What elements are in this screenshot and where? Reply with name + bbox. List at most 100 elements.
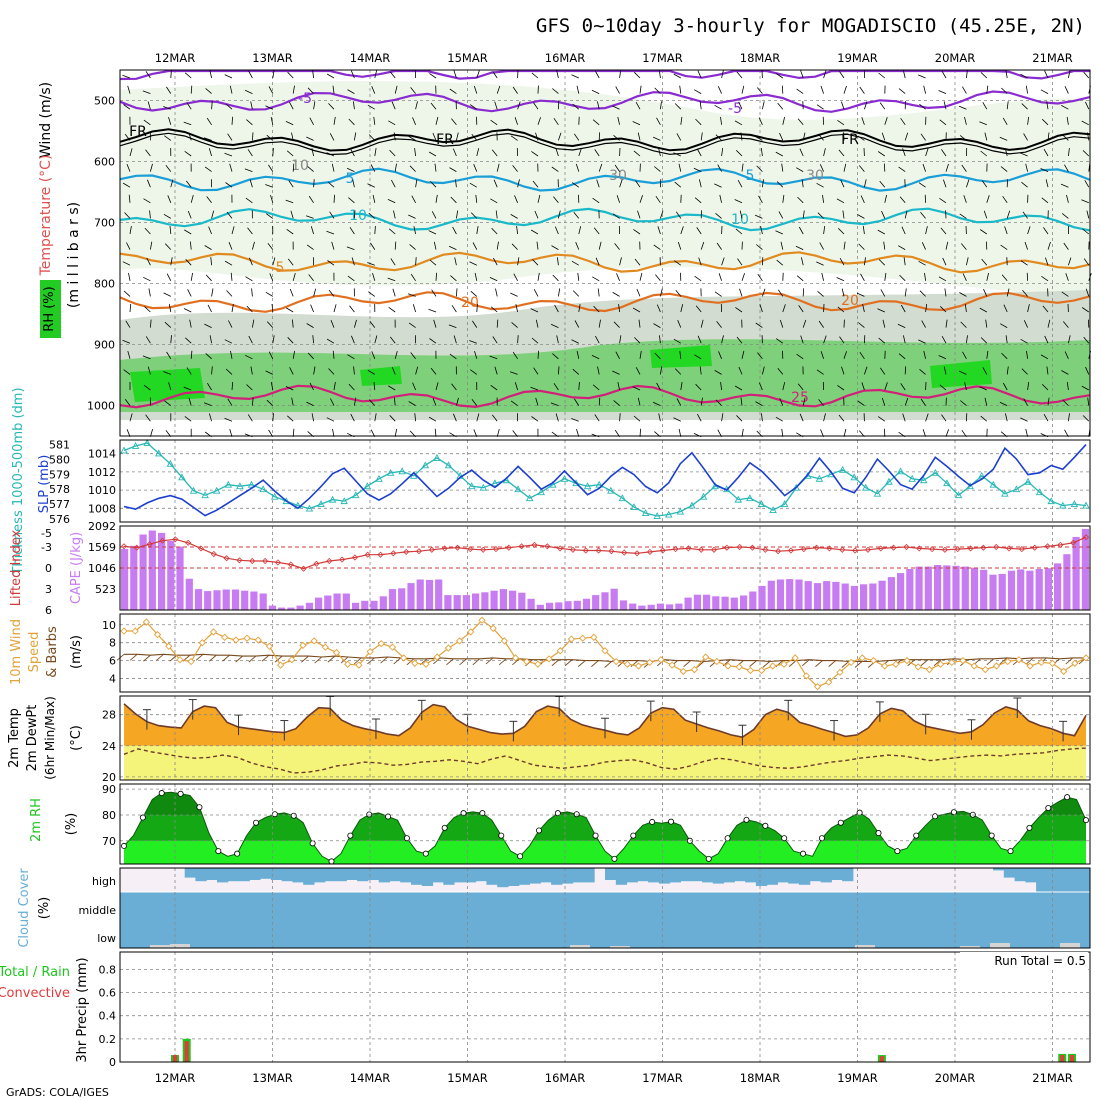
precip-ytick: 0.2: [99, 1033, 117, 1046]
date-label-top: 15MAR: [447, 51, 487, 65]
rh-marker: [668, 818, 675, 825]
wind-barb: [758, 195, 763, 203]
chart-title: GFS 0~10day 3-hourly for MOGADISCIO (45.…: [536, 15, 1085, 37]
wind-barb: [714, 104, 722, 110]
wind-speed-marker: [444, 644, 453, 652]
wind-barb: [1061, 105, 1069, 110]
wind-barb: [1020, 417, 1028, 422]
wind-barb: [904, 288, 907, 297]
rh-marker: [403, 835, 410, 842]
wind-barb: [1005, 70, 1008, 79]
wind-barb: [450, 196, 457, 204]
li-marker: [787, 547, 795, 554]
wind-barb: [492, 336, 498, 344]
thickness-marker: [1059, 501, 1067, 509]
li-marker: [967, 545, 974, 552]
rh-marker: [800, 850, 807, 857]
wind-barb: [1044, 335, 1049, 344]
wind-barb: [435, 382, 439, 391]
wind-speed-marker: [948, 658, 956, 667]
wind-barb: [959, 213, 967, 219]
wind-barb: [902, 148, 906, 157]
wind-barb: [777, 289, 784, 297]
wind-barb: [150, 163, 153, 172]
rh-line: [123, 791, 1087, 862]
wind-barb: [1064, 86, 1069, 94]
wind-barb: [760, 226, 763, 235]
wind-barb: [535, 132, 539, 141]
thickness-marker: [212, 486, 221, 494]
wind-barb: [166, 351, 172, 360]
cape-bar: [1017, 569, 1025, 610]
wind-speed-marker: [769, 662, 777, 670]
wind-barb: [612, 370, 620, 375]
wind-barb: [288, 180, 294, 188]
cape-bar: [407, 583, 415, 610]
wind-barb: [1047, 241, 1051, 250]
wind-barb: [918, 260, 926, 266]
wind-barb-tick: [498, 658, 507, 666]
wind-barb: [700, 319, 704, 328]
wind-barb: [695, 305, 702, 313]
wind-barb: [633, 150, 641, 157]
wind-barb: [367, 262, 375, 266]
wind-speed-marker: [455, 637, 464, 645]
date-label-bottom: 12MAR: [155, 1071, 195, 1085]
wind-barb: [619, 257, 622, 266]
thickness-ytick: 576: [49, 513, 70, 526]
wind-barb: [615, 351, 620, 359]
wind-barb: [877, 229, 885, 235]
li-marker: [698, 546, 705, 553]
rh-shade: [120, 81, 1090, 300]
wind-barb: [165, 165, 172, 172]
wind-barb: [881, 210, 886, 219]
wind-barb: [374, 148, 377, 157]
wind-barb: [244, 89, 253, 94]
wind-barb: [1045, 257, 1049, 266]
run-total-label: Run Total = 0.5: [994, 954, 1086, 968]
wind-barb: [393, 132, 396, 141]
li-marker: [1082, 534, 1090, 541]
temperature-contour: [119, 384, 1091, 409]
wind-barb: [981, 180, 988, 188]
wind-barb: [715, 134, 722, 141]
wind-barb: [245, 276, 253, 282]
wind-barb: [185, 180, 192, 188]
wind-barb: [515, 304, 518, 313]
cape-bar: [231, 589, 240, 610]
wind-barb: [394, 241, 397, 250]
wind-barb: [371, 351, 376, 359]
wind-barb: [572, 368, 580, 375]
wind-barb: [1027, 382, 1030, 391]
wind-barb: [594, 149, 600, 157]
li-marker: [287, 561, 294, 568]
cape-bar: [924, 566, 932, 610]
wind-barb-tick: [248, 655, 257, 663]
wind-barb: [145, 149, 151, 157]
high-cloud-bar: [508, 868, 520, 886]
high-cloud-bar: [281, 868, 293, 882]
wind-barb: [143, 276, 151, 282]
wind-barb: [271, 303, 274, 313]
wind-barb-tick: [261, 654, 270, 662]
wind-speed-marker: [165, 642, 173, 650]
wind-barb: [353, 101, 355, 110]
wind-barb: [677, 320, 682, 328]
wind-barb: [856, 292, 865, 297]
wind-barb: [598, 163, 603, 172]
rh-marker: [177, 790, 184, 797]
wind-barb: [616, 273, 620, 281]
li-marker: [839, 546, 846, 553]
thickness-marker: [340, 497, 348, 505]
wind-barb: [292, 85, 295, 94]
wind-barb: [128, 272, 131, 281]
high-cloud-bar: [217, 868, 229, 883]
wind-barb: [862, 304, 865, 313]
li-marker: [185, 539, 192, 546]
wind-barb: [453, 70, 457, 79]
wind-barb: [287, 258, 294, 266]
wind-barb: [923, 85, 926, 94]
wind-barb: [639, 272, 643, 281]
wind-barb: [782, 116, 785, 125]
wind-barb: [796, 88, 804, 94]
